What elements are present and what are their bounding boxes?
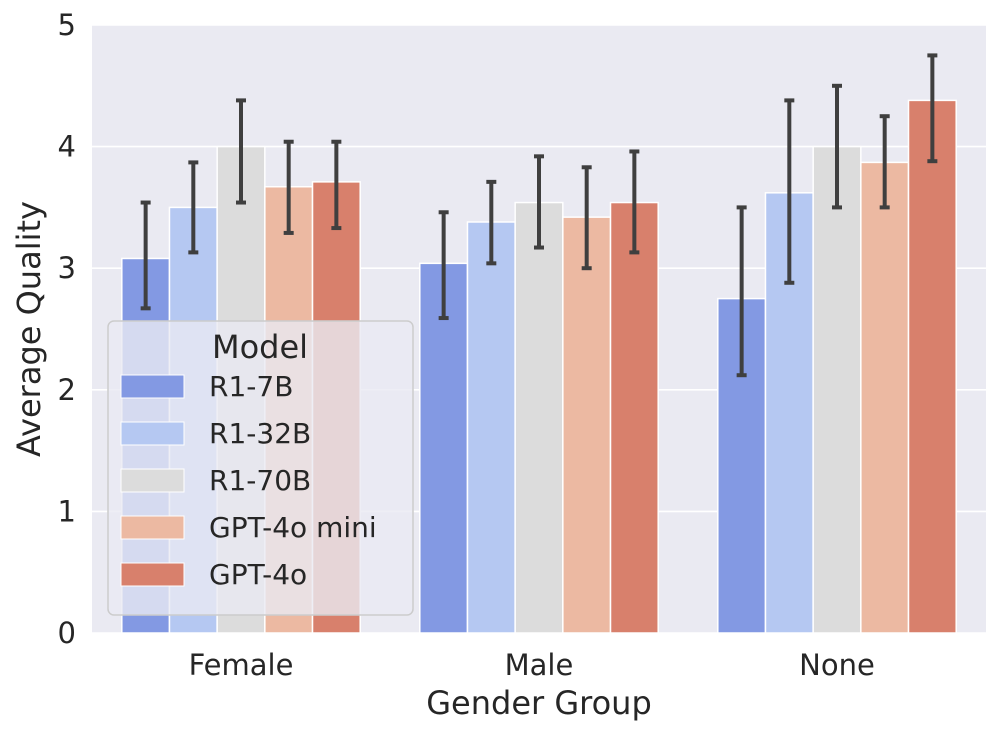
x-tick-label: None [799,648,875,682]
y-tick-label: 4 [58,130,76,164]
y-tick-label: 1 [58,494,76,528]
y-axis-label: Average Quality [10,201,48,457]
bar [609,201,659,634]
legend-label: GPT-4o mini [209,511,377,544]
legend-swatch [120,562,185,587]
bar [514,201,564,634]
legend-swatch [120,468,185,493]
x-axis-label: Gender Group [426,684,652,722]
y-tick-label: 2 [58,373,76,407]
legend-swatch [120,374,185,399]
y-tick-label: 0 [58,616,76,650]
legend-title: Model [212,328,308,366]
legend-items: R1-7B R1-32B R1-70B GPT-4o mini GPT-4o [120,370,377,591]
legend-label: R1-70B [209,464,311,497]
legend-label: R1-7B [209,370,293,403]
legend-swatch [120,421,185,446]
y-tick-label: 5 [58,8,76,42]
y-axis-ticks: 0 1 2 3 4 5 [58,8,76,650]
bar [466,221,516,634]
bar [907,99,957,634]
legend: Model R1-7B R1-32B R1-70B GPT-4o mini GPT-4o [107,320,414,616]
x-tick-label: Male [505,648,574,682]
legend-label: GPT-4o [209,558,307,591]
y-tick-label: 3 [58,251,76,285]
bar [562,216,612,634]
error-bars [140,53,938,378]
x-axis-ticks: Female Male None [189,648,875,682]
legend-label: R1-32B [209,417,311,450]
bar [812,145,862,634]
legend-swatch [120,515,185,540]
bar [419,262,469,634]
x-tick-label: Female [189,648,294,682]
bar [860,161,910,634]
